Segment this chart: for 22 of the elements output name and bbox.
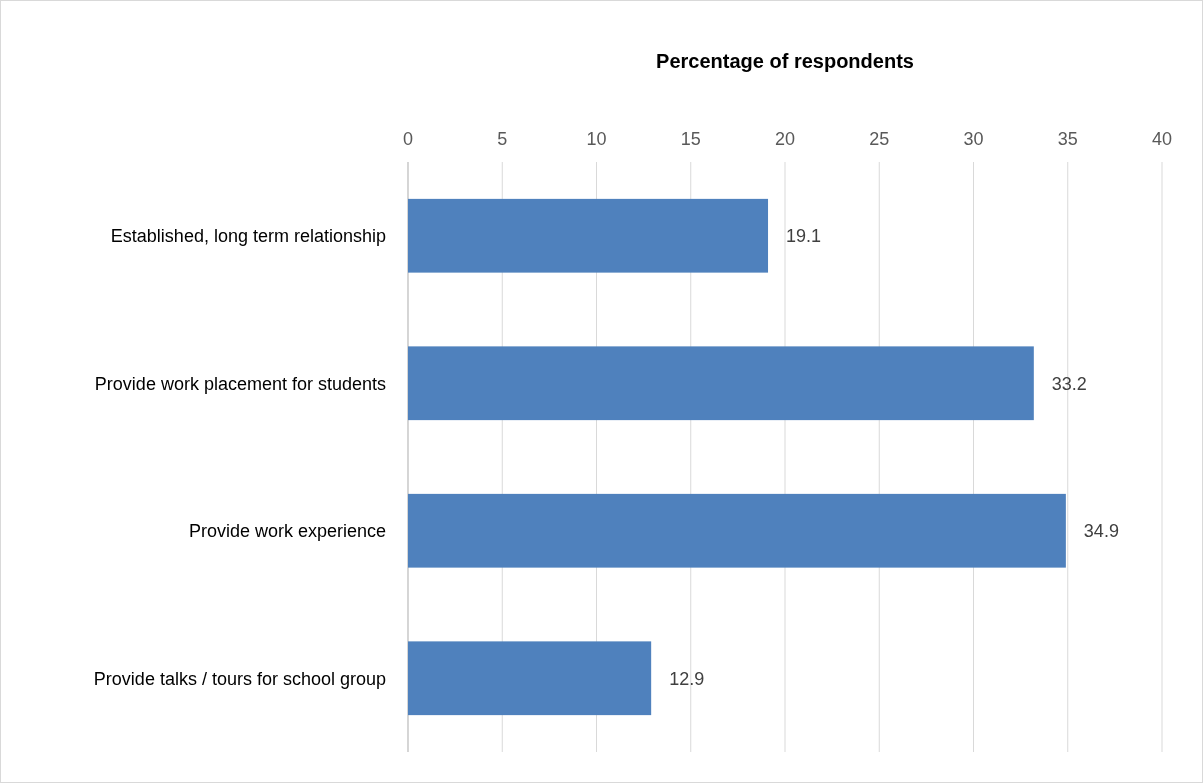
bar [408, 198, 769, 273]
data-label: 34.9 [1083, 521, 1119, 542]
bar [408, 641, 652, 716]
chart-title: Percentage of respondents [656, 50, 914, 72]
data-label: 33.2 [1051, 373, 1087, 394]
x-tick-label: 10 [586, 129, 607, 149]
bar [408, 346, 1034, 421]
x-tick-label: 15 [680, 129, 701, 149]
x-tick-label: 35 [1057, 129, 1078, 149]
y-tick-label: Provide talks / tours for school group [93, 668, 386, 689]
x-tick-label: 5 [497, 129, 508, 149]
data-label: 19.1 [786, 226, 822, 247]
x-tick-label: 0 [402, 129, 414, 149]
x-tick-label: 20 [774, 129, 796, 149]
x-tick-label: 40 [1151, 129, 1173, 149]
data-label: 12.9 [669, 668, 705, 689]
bar [408, 493, 1066, 568]
y-tick-label: Provide work experience [188, 521, 386, 542]
y-tick-label: Established, long term relationship [110, 226, 386, 247]
y-tick-label: Provide work placement for students [94, 373, 386, 394]
x-tick-label: 30 [963, 129, 984, 149]
x-tick-label: 25 [869, 129, 890, 149]
